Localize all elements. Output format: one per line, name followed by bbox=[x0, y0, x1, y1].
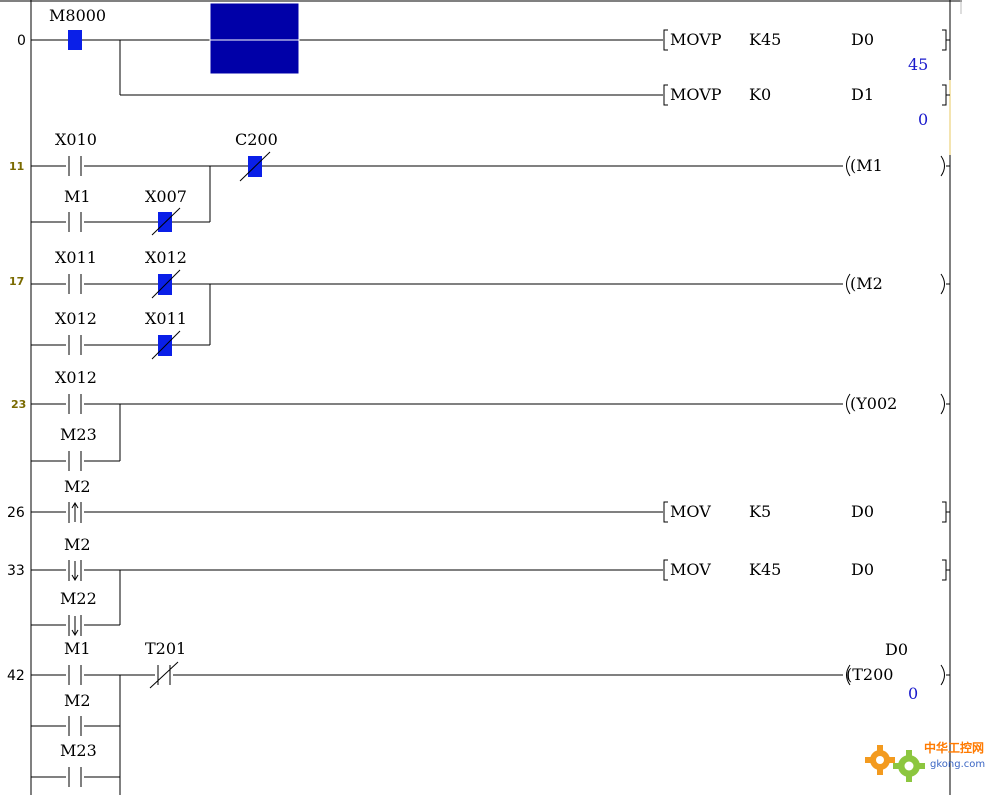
contact-x010[interactable] bbox=[68, 156, 82, 176]
contact-label-m2-r42: M2 bbox=[64, 691, 91, 710]
svg-text:D0: D0 bbox=[851, 502, 874, 521]
gear-icon bbox=[865, 745, 925, 782]
contact-label-m1-r42: M1 bbox=[64, 639, 91, 658]
contact-m22-falling[interactable] bbox=[68, 615, 82, 636]
rung-17[interactable]: X011 X012 X012 X011 (M2 bbox=[31, 248, 951, 360]
svg-text:MOVP: MOVP bbox=[670, 30, 722, 49]
contact-label-x010: X010 bbox=[55, 130, 97, 149]
contact-label-m23: M23 bbox=[60, 425, 97, 444]
watermark-cn: 中华工控网 bbox=[924, 740, 984, 755]
rung-23[interactable]: X012 M23 (Y002 bbox=[31, 368, 950, 471]
svg-text:D0: D0 bbox=[851, 30, 874, 49]
contact-x011[interactable] bbox=[68, 274, 82, 294]
svg-text:(Y002: (Y002 bbox=[850, 394, 897, 413]
contact-m2-r42[interactable] bbox=[68, 716, 82, 736]
contact-label-x011: X011 bbox=[55, 248, 97, 267]
contact-x012-r23[interactable] bbox=[68, 394, 82, 414]
svg-text:K45: K45 bbox=[749, 30, 781, 49]
svg-text:K0: K0 bbox=[749, 85, 771, 104]
instruction-mov-k45-d0[interactable]: MOV K45 D0 bbox=[663, 559, 950, 581]
rung-11[interactable]: X010 C200 M1 X007 (M1 bbox=[31, 130, 951, 236]
step-number-23: 23 bbox=[11, 398, 26, 411]
step-number-26: 26 bbox=[7, 505, 25, 521]
rung-0[interactable]: M8000 MOVP K45 D0 45 MOVP K0 D1 0 bbox=[31, 2, 950, 129]
contact-label-t201: T201 bbox=[145, 639, 186, 658]
contact-m1[interactable] bbox=[68, 212, 82, 232]
step-number-33: 33 bbox=[7, 563, 25, 579]
contact-x007[interactable] bbox=[151, 207, 181, 236]
contact-m1-r42[interactable] bbox=[68, 665, 82, 685]
instruction-mov-k5-d0[interactable]: MOV K5 D0 bbox=[663, 501, 950, 523]
step-number-11: 11 bbox=[9, 160, 24, 173]
svg-text:D1: D1 bbox=[851, 85, 874, 104]
coil-m2[interactable]: (M2 bbox=[846, 273, 951, 295]
svg-text:(M2: (M2 bbox=[850, 274, 883, 293]
gkong-watermark-logo: 中华工控网 gkong.com bbox=[865, 740, 985, 782]
contact-label-m8000: M8000 bbox=[49, 6, 106, 25]
edit-cursor[interactable] bbox=[209, 2, 300, 75]
watermark-en: gkong.com bbox=[930, 759, 985, 770]
current-value-d0: 45 bbox=[908, 55, 928, 74]
contact-label-x012-r23: X012 bbox=[55, 368, 97, 387]
timer-setvalue-d0: D0 bbox=[885, 640, 908, 659]
contact-c200[interactable] bbox=[239, 151, 271, 182]
contact-label-m2-falling: M2 bbox=[64, 535, 91, 554]
current-value-d1: 0 bbox=[918, 110, 928, 129]
contact-x011-branch[interactable] bbox=[151, 330, 181, 360]
contact-m8000[interactable] bbox=[68, 30, 82, 50]
contact-label-x012-branch: X012 bbox=[55, 309, 97, 328]
contact-label-m1: M1 bbox=[64, 187, 91, 206]
step-number-17: 17 bbox=[9, 275, 24, 288]
instruction-movp-k0-d1[interactable]: MOVP K0 D1 bbox=[663, 84, 950, 106]
contact-x012-branch[interactable] bbox=[68, 335, 82, 355]
contact-x012[interactable] bbox=[151, 269, 181, 299]
svg-text:(M1: (M1 bbox=[850, 156, 883, 175]
contact-label-m2-rising: M2 bbox=[64, 477, 91, 496]
svg-text:MOV: MOV bbox=[670, 560, 711, 579]
svg-text:K5: K5 bbox=[749, 502, 771, 521]
contact-t201-nc[interactable] bbox=[149, 661, 179, 689]
svg-text:MOVP: MOVP bbox=[670, 85, 722, 104]
svg-text:K45: K45 bbox=[749, 560, 781, 579]
contact-label-x011-branch: X011 bbox=[145, 309, 187, 328]
contact-label-x007: X007 bbox=[145, 187, 187, 206]
contact-m23[interactable] bbox=[68, 451, 82, 471]
rung-42[interactable]: M1 T201 M2 M23 (T200 D0 0 bbox=[31, 639, 950, 795]
contact-label-c200: C200 bbox=[235, 130, 278, 149]
timer-current-value: 0 bbox=[908, 684, 918, 703]
coil-m1[interactable]: (M1 bbox=[846, 155, 951, 177]
svg-text:(T200: (T200 bbox=[846, 665, 893, 684]
contact-m2-falling[interactable] bbox=[68, 560, 82, 581]
rung-26[interactable]: M2 MOV K5 D0 bbox=[31, 477, 950, 523]
rung-33[interactable]: M2 M22 MOV K45 D0 bbox=[31, 535, 950, 636]
step-number-42: 42 bbox=[7, 668, 25, 684]
contact-label-x012: X012 bbox=[145, 248, 187, 267]
svg-text:D0: D0 bbox=[851, 560, 874, 579]
coil-t200[interactable]: (T200 bbox=[846, 664, 950, 686]
contact-m2-rising[interactable] bbox=[68, 502, 82, 523]
coil-y002[interactable]: (Y002 bbox=[846, 393, 951, 415]
contact-m23-r42[interactable] bbox=[68, 767, 82, 787]
step-number-0: 0 bbox=[17, 33, 26, 49]
contact-label-m23-r42: M23 bbox=[60, 741, 97, 760]
svg-text:MOV: MOV bbox=[670, 502, 711, 521]
instruction-movp-k45-d0[interactable]: MOVP K45 D0 bbox=[663, 29, 950, 51]
contact-label-m22: M22 bbox=[60, 589, 97, 608]
